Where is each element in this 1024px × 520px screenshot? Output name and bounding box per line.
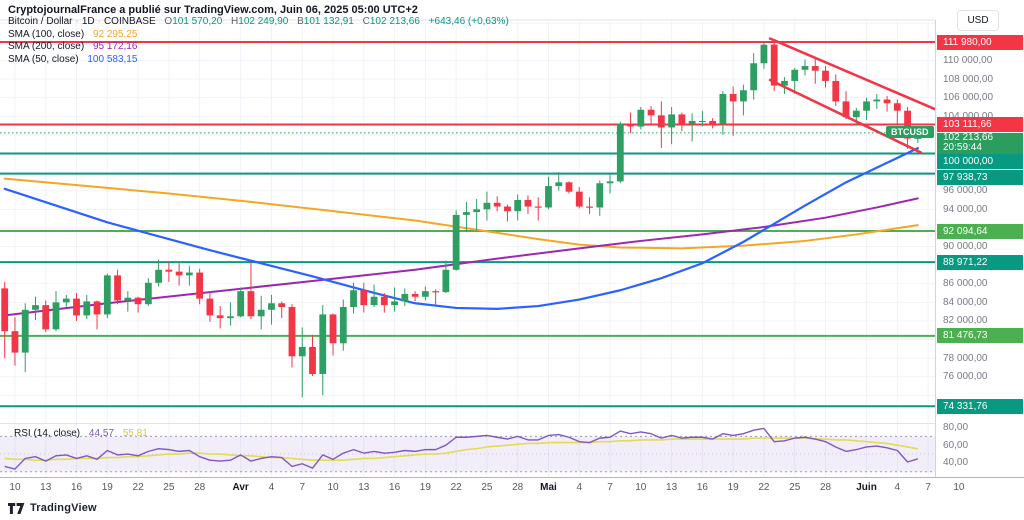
low-label: B	[297, 16, 304, 27]
chart-plot[interactable]	[0, 0, 1024, 497]
price-level-label: 92 094,64	[937, 223, 1023, 239]
price-level-label: 88 971,22	[937, 254, 1023, 270]
price-level-label: 81 476,73	[937, 328, 1023, 344]
watermark-text: TradingView	[30, 502, 97, 514]
candlestick-series[interactable]	[1, 42, 922, 398]
symbol-price-tag: BTCUSD	[886, 126, 934, 139]
price-tick-label: 104 000,00	[943, 111, 993, 122]
current-price-label: 102 213,66 20:59:44	[937, 132, 1023, 154]
change-value: +643,46 (+0,63%)	[428, 16, 509, 27]
currency-unit-button[interactable]: USD	[957, 10, 999, 31]
chart-legend: Bitcoin / Dollar · 1D · COINBASE O101 570,20…	[8, 16, 509, 66]
sma100-label: SMA (100, close)	[8, 28, 85, 40]
rsi-tick-label: 60,00	[943, 439, 969, 451]
time-tick-label[interactable]: 13	[358, 482, 370, 493]
time-tick-label[interactable]: 7	[607, 482, 613, 493]
rsi-value: 44,57	[88, 428, 114, 439]
time-tick-label[interactable]: 4	[576, 482, 583, 493]
price-tick-label: 76 000,00	[943, 371, 988, 383]
sma50-value: 100 583,15	[87, 53, 138, 65]
time-tick-label[interactable]: 28	[194, 482, 206, 493]
rsi-tick-label: 80,00	[943, 422, 969, 434]
descending-channel-lines[interactable]	[768, 37, 953, 154]
sma100-value: 92 295,25	[92, 28, 138, 40]
price-tick-label: 86 000,00	[943, 278, 988, 290]
time-tick-label[interactable]: 28	[819, 482, 832, 493]
sma200-value: 95 172,16	[92, 41, 138, 52]
price-tick-label: 82 000,00	[943, 315, 988, 327]
time-tick-label[interactable]: 10	[327, 482, 339, 493]
sma200-legend-row[interactable]: SMA (200, close) 95 172,16	[8, 41, 509, 53]
time-tick-label[interactable]: 7	[299, 482, 306, 493]
time-tick-label[interactable]: 13	[666, 482, 678, 493]
time-tick-month[interactable]: Juin	[856, 482, 877, 493]
time-tick-label[interactable]: 7	[925, 482, 931, 493]
time-tick-label[interactable]: 16	[70, 482, 83, 493]
price-tick-label: 96 000,00	[943, 185, 988, 197]
price-level-label: 103 111,66	[937, 117, 1023, 133]
tradingview-logo-icon[interactable]	[8, 502, 25, 514]
close-value: 102 213,66	[369, 16, 420, 27]
price-level-label: 97 938,73	[937, 170, 1023, 186]
time-tick-label[interactable]: 25	[789, 482, 801, 493]
sma50-legend-row[interactable]: SMA (50, close) 100 583,15	[8, 54, 509, 66]
time-tick-label[interactable]: 10	[953, 482, 965, 493]
time-tick-label[interactable]: 19	[419, 482, 431, 493]
price-axis[interactable]: USD 110 000,00 108 000,00 106 000,00 104 00…	[935, 10, 1024, 477]
time-tick-label[interactable]: 25	[163, 482, 175, 493]
time-tick-label[interactable]: 19	[727, 482, 739, 493]
time-tick-label[interactable]: 22	[450, 482, 462, 493]
sma100-legend-row[interactable]: SMA (100, close) 92 295,25	[8, 29, 509, 41]
open-value: 101 570,20	[172, 16, 223, 27]
time-tick-label[interactable]: 19	[101, 482, 113, 493]
sma200-label: SMA (200, close)	[8, 41, 85, 52]
time-tick-label[interactable]: 25	[481, 482, 493, 493]
time-tick-label[interactable]: 10	[635, 482, 647, 493]
time-tick-month[interactable]: Avr	[232, 482, 249, 493]
high-value: 102 249,90	[238, 16, 289, 27]
high-label: H	[231, 16, 239, 27]
price-tick-label: 84 000,00	[943, 296, 988, 308]
price-tick-label: 90 000,00	[943, 241, 988, 253]
time-tick-label[interactable]: 16	[389, 482, 401, 493]
attribution-text: CryptojournalFrance a publié sur Trading…	[8, 4, 418, 16]
open-label: O	[164, 16, 173, 27]
rsi-label: RSI (14, close)	[14, 428, 81, 439]
price-tick-label: 94 000,00	[943, 203, 988, 215]
rsi-tick-label: 40,00	[943, 457, 969, 469]
exchange-label: COINBASE	[103, 16, 156, 27]
price-tick-label: 106 000,00	[943, 92, 994, 104]
symbol-title: Bitcoin / Dollar	[8, 16, 73, 27]
footer: TradingView	[8, 502, 97, 514]
price-level-label: 111 980,00	[937, 34, 1023, 50]
interval-label: 1D	[81, 16, 95, 27]
time-tick-label[interactable]: 13	[40, 482, 52, 493]
rsi-ma-value: 55,81	[122, 428, 148, 439]
close-label: C	[362, 16, 370, 27]
price-tick-label: 78 000,00	[943, 352, 988, 364]
time-tick-label[interactable]: 22	[132, 482, 144, 493]
sma200-line[interactable]	[3, 197, 919, 317]
time-tick-label[interactable]: 10	[9, 482, 21, 493]
sma50-label: SMA (50, close)	[8, 53, 79, 65]
low-value: 101 132,91	[303, 16, 354, 27]
time-tick-label[interactable]: 4	[894, 482, 901, 493]
price-tick-label: 110 000,00	[943, 54, 993, 66]
rsi-pane[interactable]	[0, 427, 935, 473]
price-tick-label: 108 000,00	[943, 73, 994, 85]
time-tick-label[interactable]: 16	[696, 482, 708, 493]
symbol-legend-row[interactable]: Bitcoin / Dollar · 1D · COINBASE O101 570,20…	[8, 16, 509, 27]
price-level-label: 74 331,76	[937, 398, 1023, 414]
time-axis[interactable]: 10 13 16 19 22 25 28 Avr 4 7 10 13 16 19 22 25 28 Mai 4 7 10…	[0, 477, 1024, 497]
price-level-label: 100 000,00	[937, 154, 1023, 170]
sma50-line[interactable]	[3, 146, 919, 310]
time-tick-label[interactable]: 4	[268, 482, 275, 493]
time-tick-label[interactable]: 22	[758, 482, 770, 493]
time-tick-month[interactable]: Mai	[540, 482, 557, 493]
time-tick-label[interactable]: 28	[512, 482, 524, 493]
sma100-line[interactable]	[3, 177, 919, 250]
rsi-legend-row[interactable]: RSI (14, close) 44,57 55,81	[8, 428, 148, 439]
